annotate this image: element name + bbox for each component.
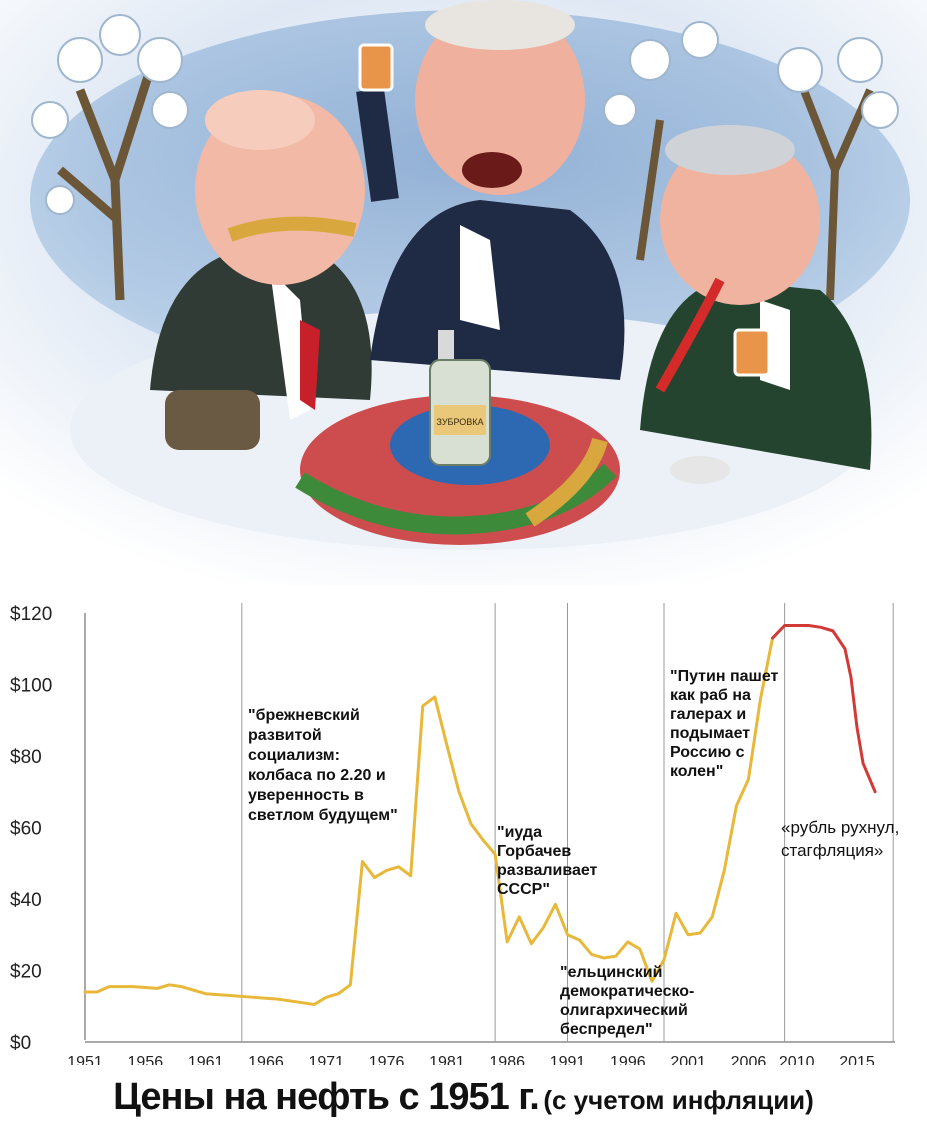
x-tick-label: 1966 <box>248 1054 284 1065</box>
annotation-line: "брежневский <box>248 707 360 724</box>
caricature-illustration: ЗУБРОВКА <box>0 0 927 585</box>
x-tick-label: 1951 <box>67 1054 103 1065</box>
annotation-line: "ельцинский <box>560 964 662 981</box>
caricature-man-center-icon <box>356 0 625 380</box>
annotation-line: СССР" <box>497 881 550 898</box>
annotation-line: Горбачев <box>497 843 571 860</box>
x-tick-label: 1956 <box>128 1054 164 1065</box>
annotation-block: "Путин пашет как раб на галерах и подымает Р… <box>670 668 779 780</box>
annotation-line: колбаса по 2.20 и <box>248 767 386 784</box>
y-tick-label: $20 <box>10 962 42 983</box>
series-line-red <box>771 624 877 794</box>
x-tick-label: 2010 <box>779 1054 815 1065</box>
x-tick-label: 2001 <box>670 1054 706 1065</box>
annotation-line: галерах и <box>670 706 746 723</box>
annotation-line: «рубль рухнул, <box>781 818 899 837</box>
annotation-line: "Путин пашет <box>670 668 779 685</box>
x-tick-label: 1991 <box>550 1054 586 1065</box>
y-tick-label: $40 <box>10 890 42 911</box>
x-tick-label: 1961 <box>188 1054 224 1065</box>
y-tick-label: $100 <box>10 676 52 697</box>
annotation-line: социализм: <box>248 747 340 764</box>
annotation-block: "ельцинский демократическо-олигархический… <box>560 964 694 1038</box>
chart-subtitle: (с учетом инфляции) <box>543 1085 814 1115</box>
x-tick-label: 1981 <box>429 1054 465 1065</box>
chart-title: Цены на нефть с 1951 г. <box>113 1076 540 1118</box>
annotation-line: разваливает <box>497 862 598 879</box>
caricature-man-right-icon <box>640 125 872 484</box>
annotation-line: Россию с <box>670 744 745 761</box>
y-tick-label: $60 <box>10 819 42 840</box>
annotation-block: "брежневский развитой социализм: колбаса по… <box>248 707 398 824</box>
annotation-line: колен" <box>670 763 723 780</box>
vodka-bottle-icon: ЗУБРОВКА <box>429 330 491 466</box>
series-line-yellow <box>83 636 775 1006</box>
bottle-label: ЗУБРОВКА <box>436 417 483 427</box>
x-tick-label: 1976 <box>369 1054 405 1065</box>
annotation-line: "иуда <box>497 824 542 841</box>
snowy-tree-right-icon <box>636 78 874 301</box>
annotation-line: демократическо- <box>560 983 694 1000</box>
y-tick-label: $120 <box>10 604 52 625</box>
x-tick-label: 1996 <box>610 1054 646 1065</box>
caricature-man-left-icon <box>150 90 372 450</box>
annotation-line: светлом будущем" <box>248 807 398 824</box>
annotation-line: олигархический <box>560 1002 688 1019</box>
x-tick-label: 2015 <box>839 1054 875 1065</box>
annotation-line: стагфляция» <box>781 841 883 860</box>
annotation-line: подымает <box>670 725 750 742</box>
x-tick-label: 2006 <box>731 1054 767 1065</box>
annotation-line: уверенность в <box>248 787 364 804</box>
x-tick-label: 1971 <box>308 1054 344 1065</box>
caricature-three-men-drinking-in-snow-icon: ЗУБРОВКА <box>0 0 927 585</box>
annotation-block: "иуда Горбачев разваливает СССР" <box>497 824 598 898</box>
annotation-line: развитой <box>248 727 322 744</box>
chart-canvas: $0 $20 $40 $60 $80 $100 $120 1951 1956 1961 1966 1… <box>10 603 899 1071</box>
y-tick-label: $80 <box>10 747 42 768</box>
annotation-line: беспредел" <box>560 1021 653 1038</box>
snowy-tree-left-icon <box>57 68 155 301</box>
oil-price-chart: $0 $20 $40 $60 $80 $100 $120 1951 1956 1961 1966 1… <box>0 585 927 1071</box>
annotation-block: «рубль рухнул, стагфляция» <box>781 818 899 860</box>
x-tick-label: 1986 <box>489 1054 525 1065</box>
annotation-line: как раб на <box>670 687 751 704</box>
y-tick-label: $0 <box>10 1033 31 1054</box>
chart-caption: Цены на нефть с 1951 г. (с учетом инфляц… <box>0 1076 927 1134</box>
